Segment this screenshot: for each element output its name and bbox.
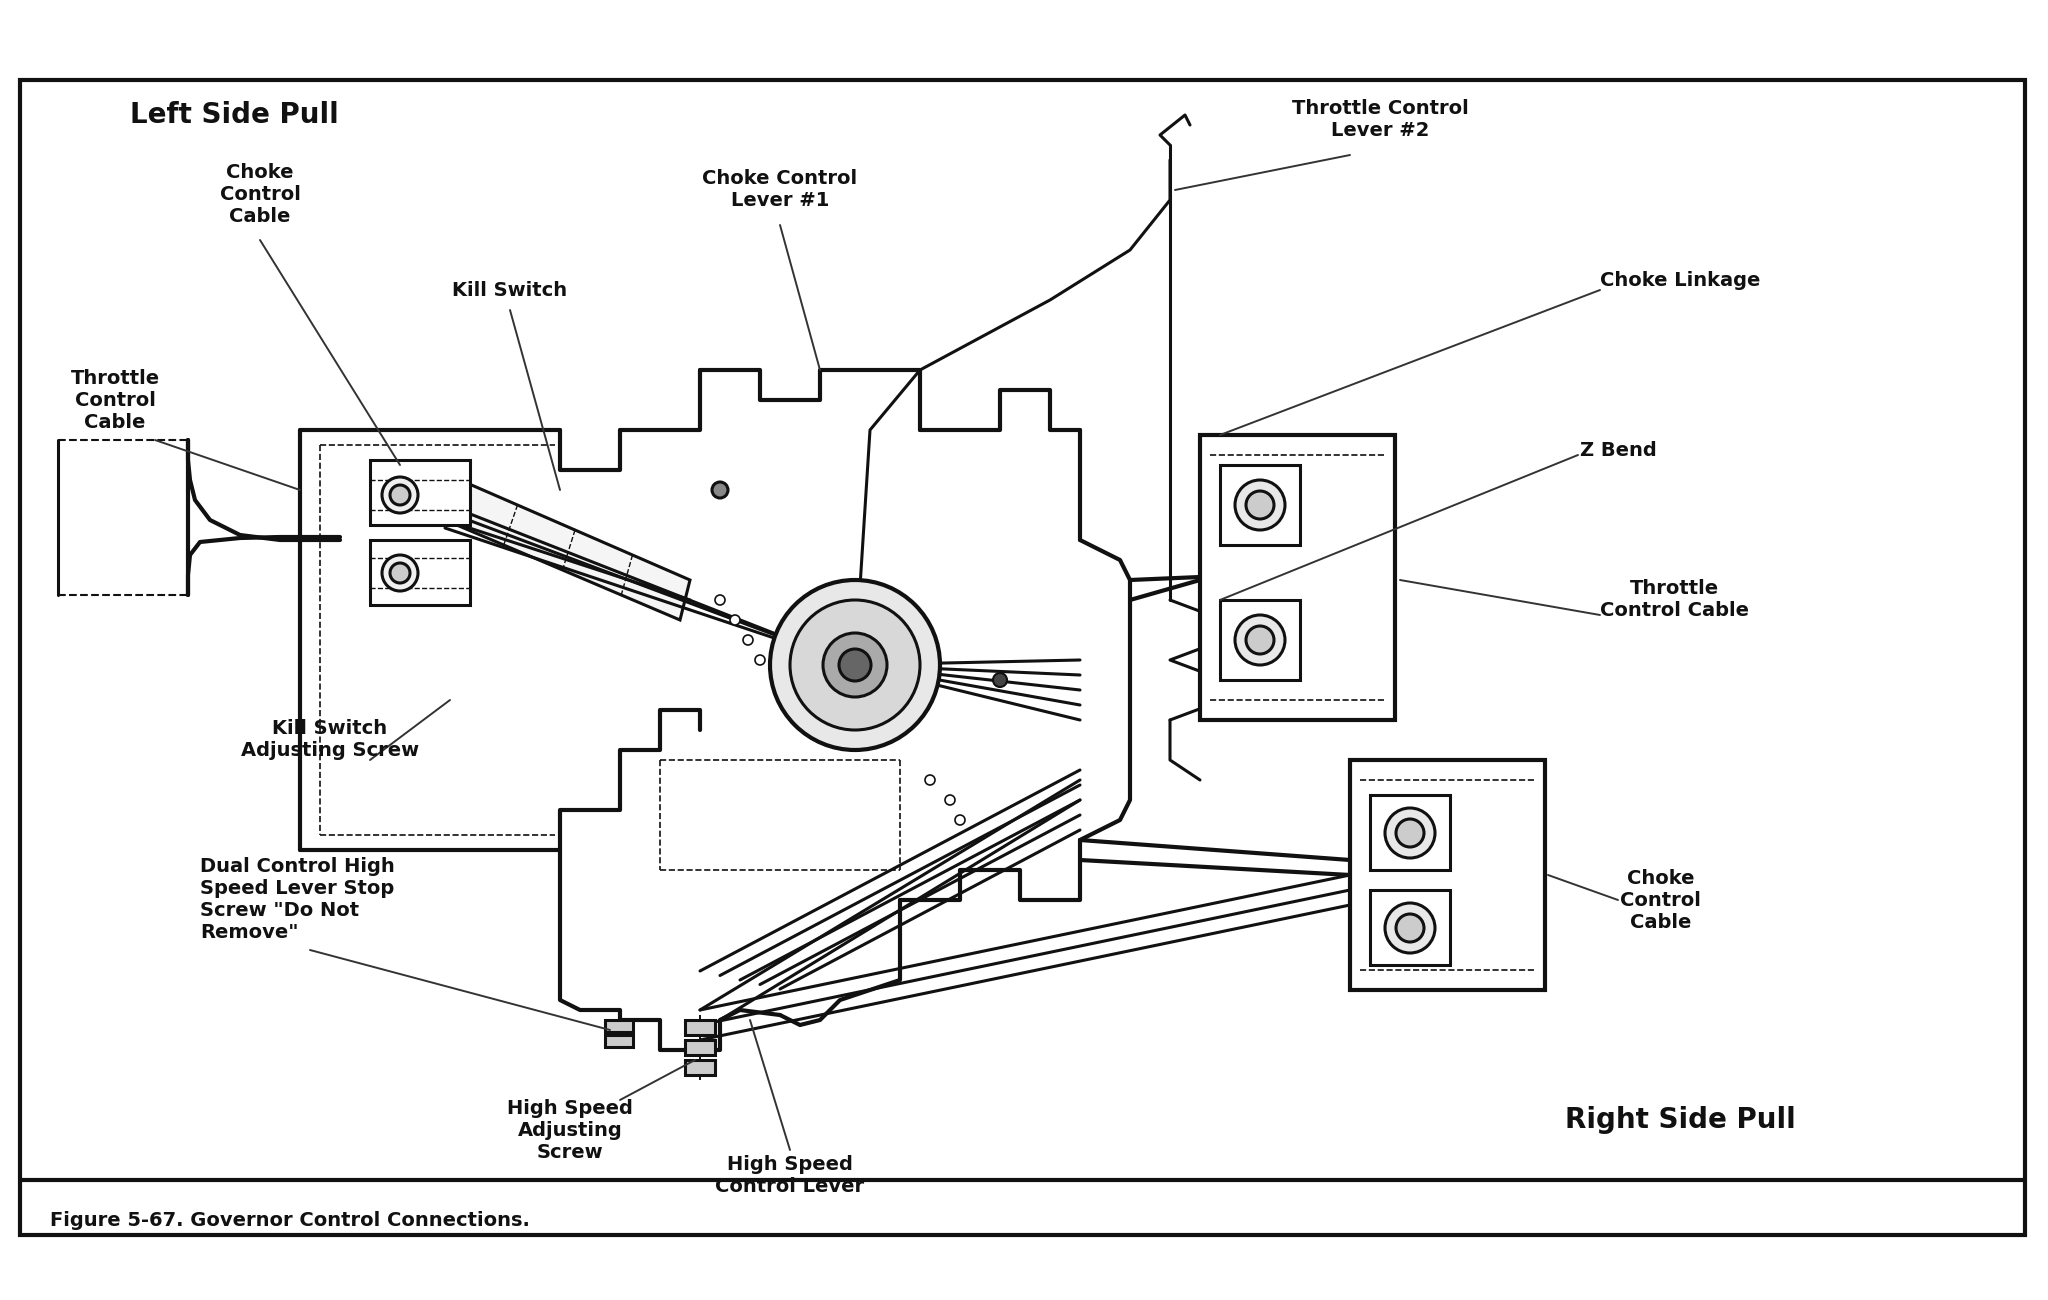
Circle shape xyxy=(389,563,410,582)
Circle shape xyxy=(756,655,766,666)
Text: Dual Control High
Speed Lever Stop
Screw "Do Not
Remove": Dual Control High Speed Lever Stop Screw… xyxy=(201,858,395,942)
Circle shape xyxy=(770,580,940,750)
Circle shape xyxy=(1384,903,1436,953)
Text: Choke
Control
Cable: Choke Control Cable xyxy=(1620,868,1702,932)
Circle shape xyxy=(840,649,870,681)
Text: Choke Linkage: Choke Linkage xyxy=(1599,270,1761,290)
Circle shape xyxy=(1245,491,1274,519)
Polygon shape xyxy=(444,480,690,620)
Bar xyxy=(1221,601,1300,680)
Bar xyxy=(20,81,2025,1235)
Circle shape xyxy=(993,673,1008,686)
Circle shape xyxy=(1245,627,1274,654)
Circle shape xyxy=(743,634,754,645)
Text: Figure 5-67. Governor Control Connections.: Figure 5-67. Governor Control Connection… xyxy=(49,1210,530,1230)
Bar xyxy=(371,540,469,604)
Bar xyxy=(684,1060,715,1075)
Text: Z Bend: Z Bend xyxy=(1579,441,1657,459)
Circle shape xyxy=(1397,819,1423,848)
Text: Throttle Control
Lever #2: Throttle Control Lever #2 xyxy=(1292,100,1468,140)
Circle shape xyxy=(791,601,920,731)
Circle shape xyxy=(954,815,965,826)
Text: Kill Switch: Kill Switch xyxy=(453,281,567,299)
Bar xyxy=(684,1040,715,1056)
Circle shape xyxy=(713,482,727,498)
Text: Throttle
Control
Cable: Throttle Control Cable xyxy=(70,368,160,432)
Bar xyxy=(1370,891,1450,965)
Circle shape xyxy=(1397,914,1423,942)
Text: High Speed
Control Lever: High Speed Control Lever xyxy=(715,1154,864,1196)
Bar xyxy=(1221,465,1300,545)
Bar xyxy=(604,1035,633,1046)
Text: Right Side Pull: Right Side Pull xyxy=(1565,1106,1796,1134)
Circle shape xyxy=(389,485,410,504)
Text: Choke
Control
Cable: Choke Control Cable xyxy=(219,164,301,226)
Bar xyxy=(1200,436,1395,720)
Circle shape xyxy=(1235,480,1284,530)
Bar xyxy=(684,1020,715,1035)
Circle shape xyxy=(729,615,739,625)
Text: Choke Control
Lever #1: Choke Control Lever #1 xyxy=(702,169,858,211)
Circle shape xyxy=(823,633,887,697)
Bar xyxy=(1370,796,1450,870)
Circle shape xyxy=(715,595,725,604)
Circle shape xyxy=(383,555,418,592)
Circle shape xyxy=(1384,809,1436,858)
Bar xyxy=(1350,760,1544,991)
Text: Throttle
Control Cable: Throttle Control Cable xyxy=(1599,580,1749,620)
Circle shape xyxy=(383,477,418,514)
Circle shape xyxy=(926,775,936,785)
Text: Left Side Pull: Left Side Pull xyxy=(129,101,338,129)
Text: Kill Switch
Adjusting Screw: Kill Switch Adjusting Screw xyxy=(242,719,420,760)
Circle shape xyxy=(944,796,954,805)
Text: High Speed
Adjusting
Screw: High Speed Adjusting Screw xyxy=(508,1098,633,1161)
Bar xyxy=(604,1020,633,1032)
Circle shape xyxy=(1235,615,1284,666)
Bar xyxy=(371,460,469,525)
